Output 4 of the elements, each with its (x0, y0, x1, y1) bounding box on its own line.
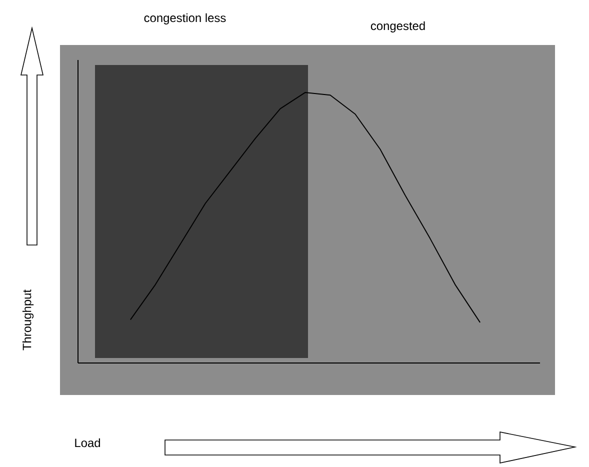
text: Load (75, 438, 100, 448)
text: Throughput (22, 290, 34, 350)
text: congested (370, 21, 425, 32)
text: congestion less (144, 13, 226, 24)
